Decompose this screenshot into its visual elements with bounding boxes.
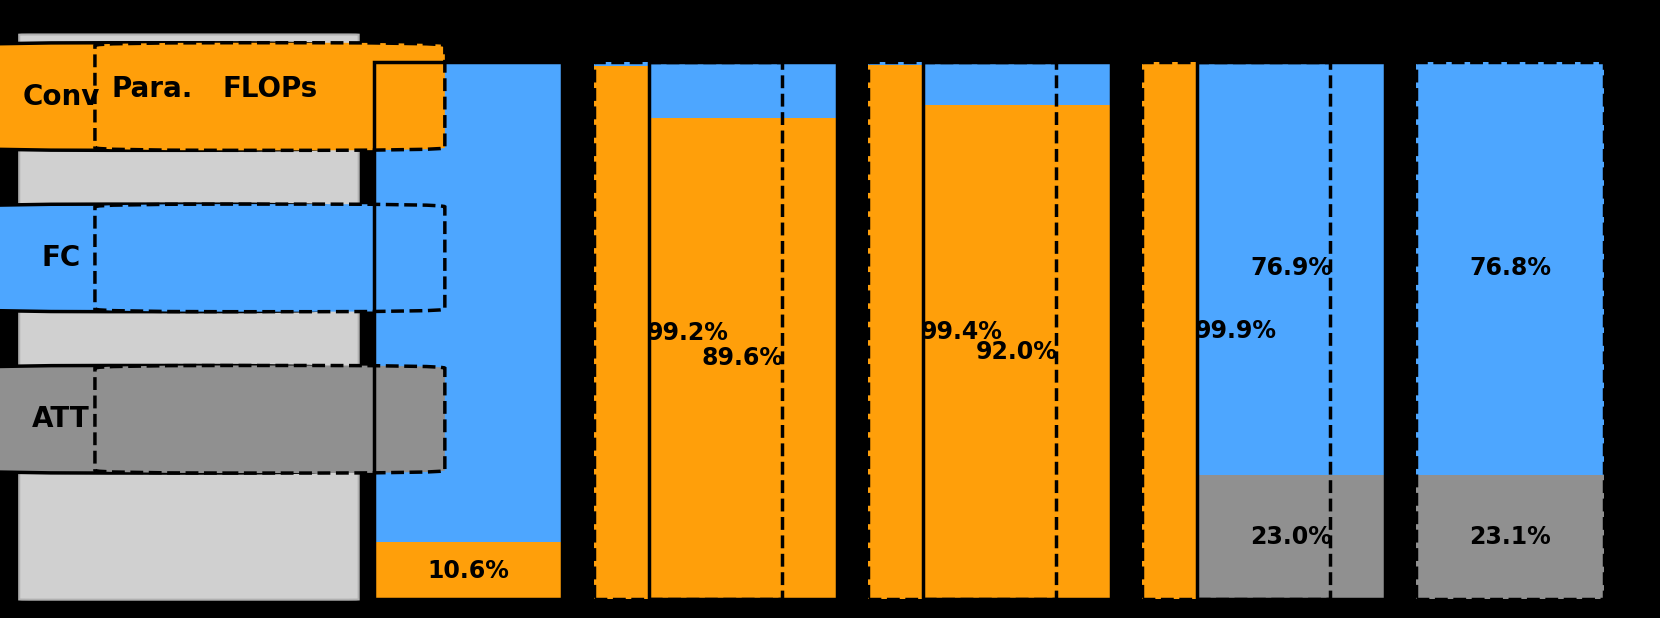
Bar (1416, 62, 1604, 599)
Text: 23.0%: 23.0% (1250, 525, 1331, 549)
FancyBboxPatch shape (95, 204, 445, 311)
Text: 89.6%: 89.6% (702, 347, 784, 370)
Bar (594, 62, 782, 599)
Text: 76.9%: 76.9% (1250, 256, 1331, 281)
Bar (1197, 475, 1384, 599)
Bar (594, 62, 782, 66)
Bar (1416, 62, 1604, 475)
Bar (649, 62, 837, 117)
Bar (594, 66, 782, 599)
Text: Para.: Para. (111, 75, 193, 103)
Bar (375, 62, 563, 543)
Bar (1197, 62, 1384, 475)
Text: ATT: ATT (32, 405, 90, 433)
Text: 10.6%: 10.6% (427, 559, 510, 583)
Bar (375, 543, 563, 599)
Text: 99.2%: 99.2% (647, 321, 729, 345)
Bar (1142, 62, 1330, 599)
Text: 76.8%: 76.8% (1469, 256, 1550, 280)
FancyBboxPatch shape (95, 365, 445, 473)
Bar (868, 65, 1056, 599)
Bar (923, 104, 1111, 599)
Bar (375, 62, 563, 599)
FancyBboxPatch shape (95, 43, 445, 150)
Bar (1416, 475, 1604, 599)
FancyBboxPatch shape (0, 365, 327, 473)
FancyBboxPatch shape (0, 43, 327, 150)
Text: 99.9%: 99.9% (1195, 319, 1277, 343)
Text: FC: FC (42, 244, 81, 272)
Bar (923, 62, 1111, 599)
Bar (868, 62, 1056, 599)
Bar (868, 62, 1056, 65)
FancyBboxPatch shape (20, 35, 359, 599)
Text: 92.0%: 92.0% (976, 340, 1057, 364)
Text: 23.1%: 23.1% (1469, 525, 1550, 549)
Bar (923, 62, 1111, 104)
Text: FLOPs: FLOPs (222, 75, 317, 103)
Bar (649, 62, 837, 599)
Text: Conv: Conv (22, 83, 100, 111)
FancyBboxPatch shape (0, 204, 327, 311)
Bar (1142, 62, 1330, 599)
Bar (1197, 62, 1384, 599)
Bar (649, 117, 837, 599)
Text: 99.4%: 99.4% (921, 320, 1003, 344)
